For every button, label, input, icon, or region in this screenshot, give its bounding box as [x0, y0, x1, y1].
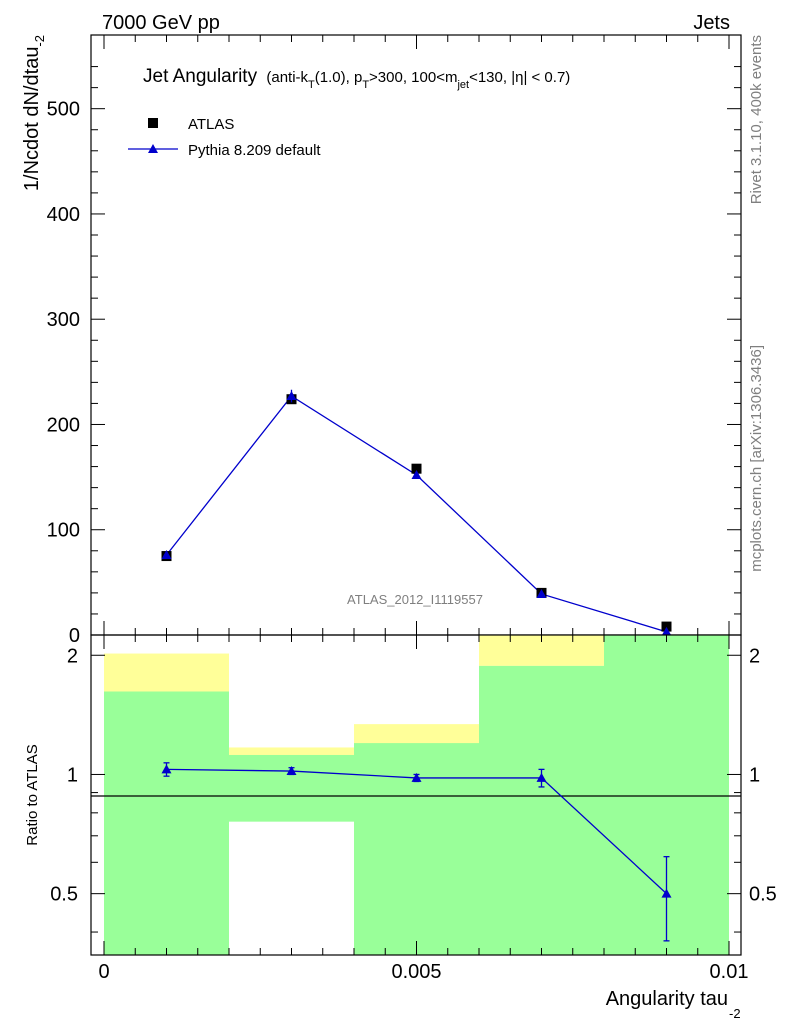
- ratio-point: [661, 888, 672, 898]
- analysis-label: ATLAS_2012_I1119557: [347, 592, 483, 607]
- header-right: Jets: [693, 12, 730, 34]
- y-tick-label: 200: [47, 414, 80, 436]
- x-tick-label: 0.01: [710, 961, 749, 983]
- data-point: [661, 621, 672, 632]
- uncertainty-band-inner: [479, 665, 604, 955]
- ratio-point: [161, 764, 172, 774]
- chart-title: Jet Angularity (anti-kT(1.0), pT>300, 10…: [143, 66, 570, 91]
- legend-mc-marker: [148, 144, 158, 153]
- y-tick-label: 400: [47, 204, 80, 226]
- main-y-axis-label: 1/Ncdot dN/dtau-2: [21, 35, 47, 191]
- x-axis-label: Angularity tau: [606, 988, 728, 1010]
- ratio-bands: [104, 635, 729, 955]
- mc-point: [411, 470, 422, 479]
- legend-mc-label: Pythia 8.209 default: [188, 142, 321, 159]
- x-tick-labels: 0 0.005 0.01: [98, 961, 748, 983]
- ratio-y-tick-label: 2: [67, 645, 78, 667]
- ratio-y-tick-label: 0.5: [50, 884, 78, 906]
- x-tick-label: 0.005: [391, 961, 441, 983]
- data-point: [411, 463, 422, 474]
- rivet-label: Rivet 3.1.10, 400k events: [748, 35, 765, 204]
- ratio-axis-ticks: [91, 635, 741, 955]
- ratio-point: [536, 772, 547, 782]
- y-tick-label: 0: [69, 625, 80, 647]
- mc-point: [286, 391, 297, 401]
- mcplots-label: mcplots.cern.ch [arXiv:1306.3436]: [748, 345, 765, 572]
- y-tick-label: 300: [47, 309, 80, 331]
- uncertainty-band-inner: [229, 754, 354, 822]
- legend: ATLAS Pythia 8.209 default: [128, 116, 321, 159]
- main-axis-ticks: [91, 35, 741, 636]
- ratio-y-tick-label: 0.5: [749, 884, 777, 906]
- main-panel: 0 100 200 300 400 500 Jet Angularity (anti-kT…: [21, 34, 742, 647]
- mc-point: [536, 588, 547, 598]
- ratio-y-tick-labels: 0.5 0.5 1 1 2 2: [50, 645, 777, 905]
- header-left: 7000 GeV pp: [102, 12, 220, 34]
- x-tick-label: 0: [98, 961, 109, 983]
- legend-data-label: ATLAS: [188, 116, 234, 133]
- ratio-panel: 0.5 0.5 1 1 2 2 0 0.005 0.01 Ratio to ATLAS Ang…: [24, 634, 777, 1021]
- x-axis-label-sub: -2: [729, 1006, 741, 1021]
- uncertainty-band-inner: [104, 691, 229, 955]
- ratio-series: [161, 762, 672, 942]
- ratio-y-tick-label: 1: [67, 764, 78, 786]
- legend-data-marker: [148, 118, 158, 128]
- ratio-point: [286, 766, 297, 776]
- mc-point: [161, 550, 172, 559]
- ratio-y-tick-label: 1: [749, 764, 760, 786]
- main-series: [161, 389, 672, 636]
- ratio-point: [411, 772, 422, 782]
- y-tick-label: 100: [47, 520, 80, 542]
- mc-point: [661, 626, 672, 636]
- ratio-y-tick-label: 2: [749, 645, 760, 667]
- y-tick-label: 500: [47, 99, 80, 121]
- ratio-y-axis-label: Ratio to ATLAS: [24, 744, 41, 845]
- main-y-tick-labels: 0 100 200 300 400 500: [47, 99, 80, 647]
